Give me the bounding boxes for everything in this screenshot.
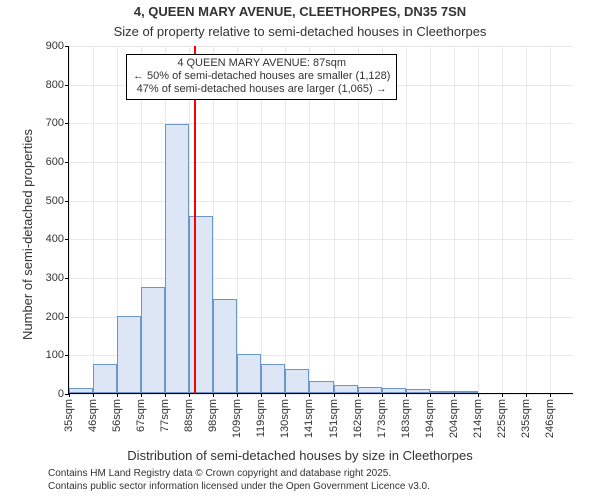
x-tick-label: 225sqm xyxy=(496,399,508,438)
x-tick-label: 98sqm xyxy=(207,399,219,432)
y-tick-label: 800 xyxy=(24,79,69,91)
x-tick-label: 35sqm xyxy=(63,399,75,432)
x-tick-label: 56sqm xyxy=(111,399,123,432)
y-tick-label: 600 xyxy=(24,156,69,168)
annotation-line-2: ← 50% of semi-detached houses are smalle… xyxy=(133,70,390,83)
histogram-bar xyxy=(189,216,213,393)
histogram-bar xyxy=(93,364,117,393)
histogram-bar xyxy=(454,391,478,393)
histogram-bar xyxy=(141,287,165,393)
x-tick-label: 194sqm xyxy=(424,399,436,438)
histogram-bar xyxy=(261,364,285,393)
chart-subtitle: Size of property relative to semi-detach… xyxy=(0,24,600,39)
histogram-bar xyxy=(213,299,237,393)
x-tick-label: 77sqm xyxy=(159,399,171,432)
histogram-bar xyxy=(237,354,261,393)
histogram-bar xyxy=(285,369,309,393)
histogram-bar xyxy=(309,381,333,393)
plot-area: 4 QUEEN MARY AVENUE: 87sqm ← 50% of semi… xyxy=(68,46,573,394)
histogram-bar xyxy=(406,389,430,393)
y-tick-label: 300 xyxy=(24,272,69,284)
x-tick-label: 109sqm xyxy=(231,399,243,438)
x-tick-label: 246sqm xyxy=(544,399,556,438)
x-tick-label: 183sqm xyxy=(400,399,412,438)
histogram-bar xyxy=(430,391,454,393)
histogram-bar xyxy=(382,388,406,393)
x-tick-label: 204sqm xyxy=(448,399,460,438)
x-tick-label: 235sqm xyxy=(520,399,532,438)
x-tick-label: 46sqm xyxy=(87,399,99,432)
histogram-bar xyxy=(165,124,189,393)
y-tick-label: 500 xyxy=(24,195,69,207)
annotation-line-3: 47% of semi-detached houses are larger (… xyxy=(133,83,390,96)
x-tick-label: 151sqm xyxy=(328,399,340,438)
footer-copyright-2: Contains public sector information licen… xyxy=(48,481,430,492)
histogram-bar xyxy=(69,388,93,393)
x-axis-label: Distribution of semi-detached houses by … xyxy=(0,448,600,463)
annotation-line-1: 4 QUEEN MARY AVENUE: 87sqm xyxy=(133,57,390,70)
x-tick-label: 88sqm xyxy=(183,399,195,432)
y-tick-label: 400 xyxy=(24,233,69,245)
y-tick-label: 900 xyxy=(24,40,69,52)
chart-container: 4, QUEEN MARY AVENUE, CLEETHORPES, DN35 … xyxy=(0,0,600,500)
x-tick-label: 162sqm xyxy=(352,399,364,438)
footer-copyright-1: Contains HM Land Registry data © Crown c… xyxy=(48,468,391,479)
x-tick-label: 130sqm xyxy=(279,399,291,438)
y-tick-label: 200 xyxy=(24,311,69,323)
x-tick-label: 173sqm xyxy=(376,399,388,438)
annotation-box: 4 QUEEN MARY AVENUE: 87sqm ← 50% of semi… xyxy=(126,54,397,100)
chart-title: 4, QUEEN MARY AVENUE, CLEETHORPES, DN35 … xyxy=(0,4,600,19)
histogram-bar xyxy=(358,387,382,393)
x-tick-label: 67sqm xyxy=(135,399,147,432)
x-tick-label: 214sqm xyxy=(472,399,484,438)
x-tick-label: 119sqm xyxy=(255,399,267,437)
x-tick-label: 141sqm xyxy=(303,399,315,438)
y-tick-label: 700 xyxy=(24,117,69,129)
histogram-bar xyxy=(117,316,141,393)
histogram-bar xyxy=(334,385,358,394)
y-tick-label: 100 xyxy=(24,349,69,361)
